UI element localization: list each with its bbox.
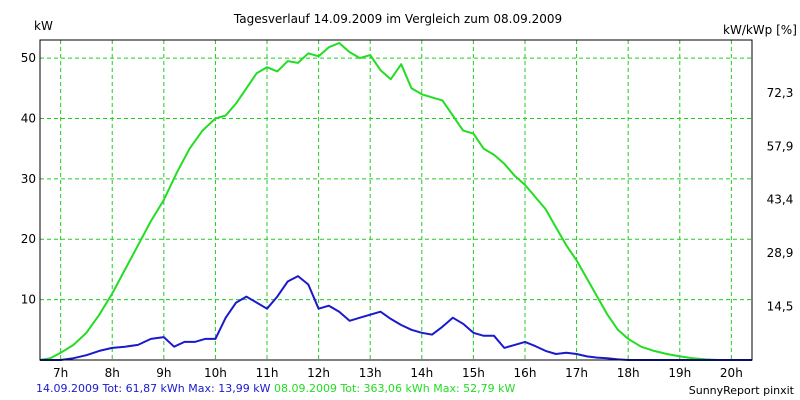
y-tick-label-right: 72,3 [767,86,794,100]
y-tick-label-left: 20 [21,232,36,246]
y-axis-label-left: kW [34,19,53,33]
footer-credit: SunnyReport pinxit [688,384,794,397]
x-tick-label: 7h [53,366,68,380]
y-tick-label-left: 10 [21,293,36,307]
y-tick-label-right: 43,4 [767,193,794,207]
footer-series-blue: 14.09.2009 Tot: 61,87 kWh Max: 13,99 kW [36,382,271,395]
chart-title: Tagesverlauf 14.09.2009 im Vergleich zum… [233,12,562,26]
plot-border [39,39,753,361]
y-tick-label-right: 14,5 [767,300,794,314]
x-tick-label: 20h [720,366,743,380]
series-line [39,42,752,361]
x-tick-label: 12h [307,366,330,380]
footer-series-green: 08.09.2009 Tot: 363,06 kWh Max: 52,79 kW [273,382,516,395]
y-tick-label-left: 50 [21,51,36,65]
y-tick-label-left: 40 [21,111,36,125]
y-tick-label-right: 28,9 [767,246,794,260]
x-tick-label: 11h [256,366,279,380]
tick-labels: 7h 8h 9h 10h 11h 12h 13h 14h 15h 16h 17h 18h 19h 20h 1… [21,51,794,380]
grid [40,40,752,360]
chart-footer: 14.09.2009 Tot: 61,87 kWh Max: 13,99 kW … [36,382,515,395]
x-tick-label: 19h [668,366,691,380]
x-tick-label: 9h [156,366,171,380]
series-line [40,275,752,361]
y-tick-label-left: 30 [21,172,36,186]
y-tick-label-right: 57,9 [767,139,794,153]
plot-frame [39,39,753,361]
series-layer [39,42,752,361]
x-tick-label: 13h [359,366,382,380]
x-tick-label: 15h [462,366,485,380]
y-axis-label-right: kW/kWp [%] [723,23,797,37]
x-tick-label: 14h [410,366,433,380]
x-tick-label: 8h [105,366,120,380]
x-tick-label: 10h [204,366,227,380]
x-tick-label: 16h [514,366,537,380]
x-tick-label: 18h [617,366,640,380]
x-tick-label: 17h [565,366,588,380]
